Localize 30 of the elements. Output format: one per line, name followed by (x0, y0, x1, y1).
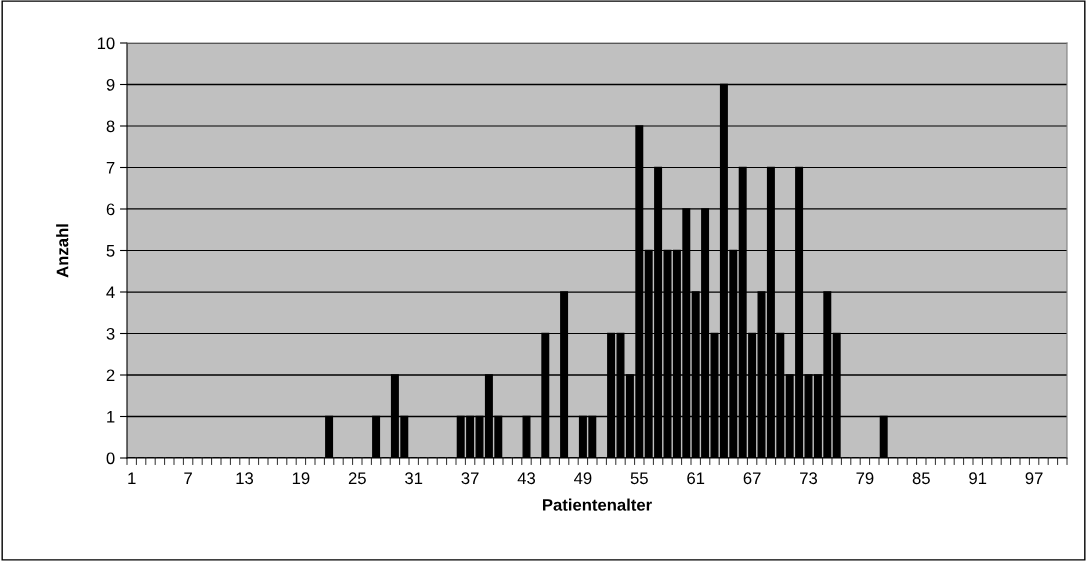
x-tick-label: 7 (184, 472, 192, 484)
x-tick-label: 19 (292, 472, 310, 485)
x-tick-label: 73 (800, 472, 818, 485)
x-tick-label: 91 (969, 472, 987, 485)
y-tick-label: 2 (106, 369, 115, 382)
x-tick-label: 1 (128, 472, 136, 484)
x-tick-label: 31 (405, 472, 423, 485)
x-tick-label: 49 (574, 472, 592, 485)
y-tick-label: 1 (107, 411, 115, 423)
y-axis-title: Anzahl (56, 224, 69, 278)
x-tick-label: 67 (743, 472, 761, 485)
x-tick-label: 25 (348, 472, 366, 485)
x-tick-label: 85 (912, 472, 930, 485)
x-tick-label: 13 (236, 472, 254, 485)
x-tick-label: 37 (461, 472, 479, 485)
x-tick-label: 55 (630, 472, 648, 485)
x-tick-label: 43 (517, 472, 536, 485)
x-tick-label: 97 (1025, 472, 1043, 485)
y-tick-label: 5 (106, 245, 115, 257)
y-tick-label: 0 (106, 452, 115, 465)
y-tick-label: 10 (97, 37, 115, 50)
x-axis-title: Patientenalter (543, 498, 652, 511)
y-tick-label: 8 (106, 120, 115, 133)
x-tick-label: 61 (687, 472, 705, 485)
y-tick-label: 6 (106, 203, 115, 216)
y-tick-label: 9 (106, 78, 115, 91)
y-tick-label: 3 (106, 327, 115, 340)
y-tick-label: 4 (106, 286, 115, 299)
x-tick-label: 79 (856, 472, 874, 485)
y-tick-label: 7 (106, 162, 115, 174)
